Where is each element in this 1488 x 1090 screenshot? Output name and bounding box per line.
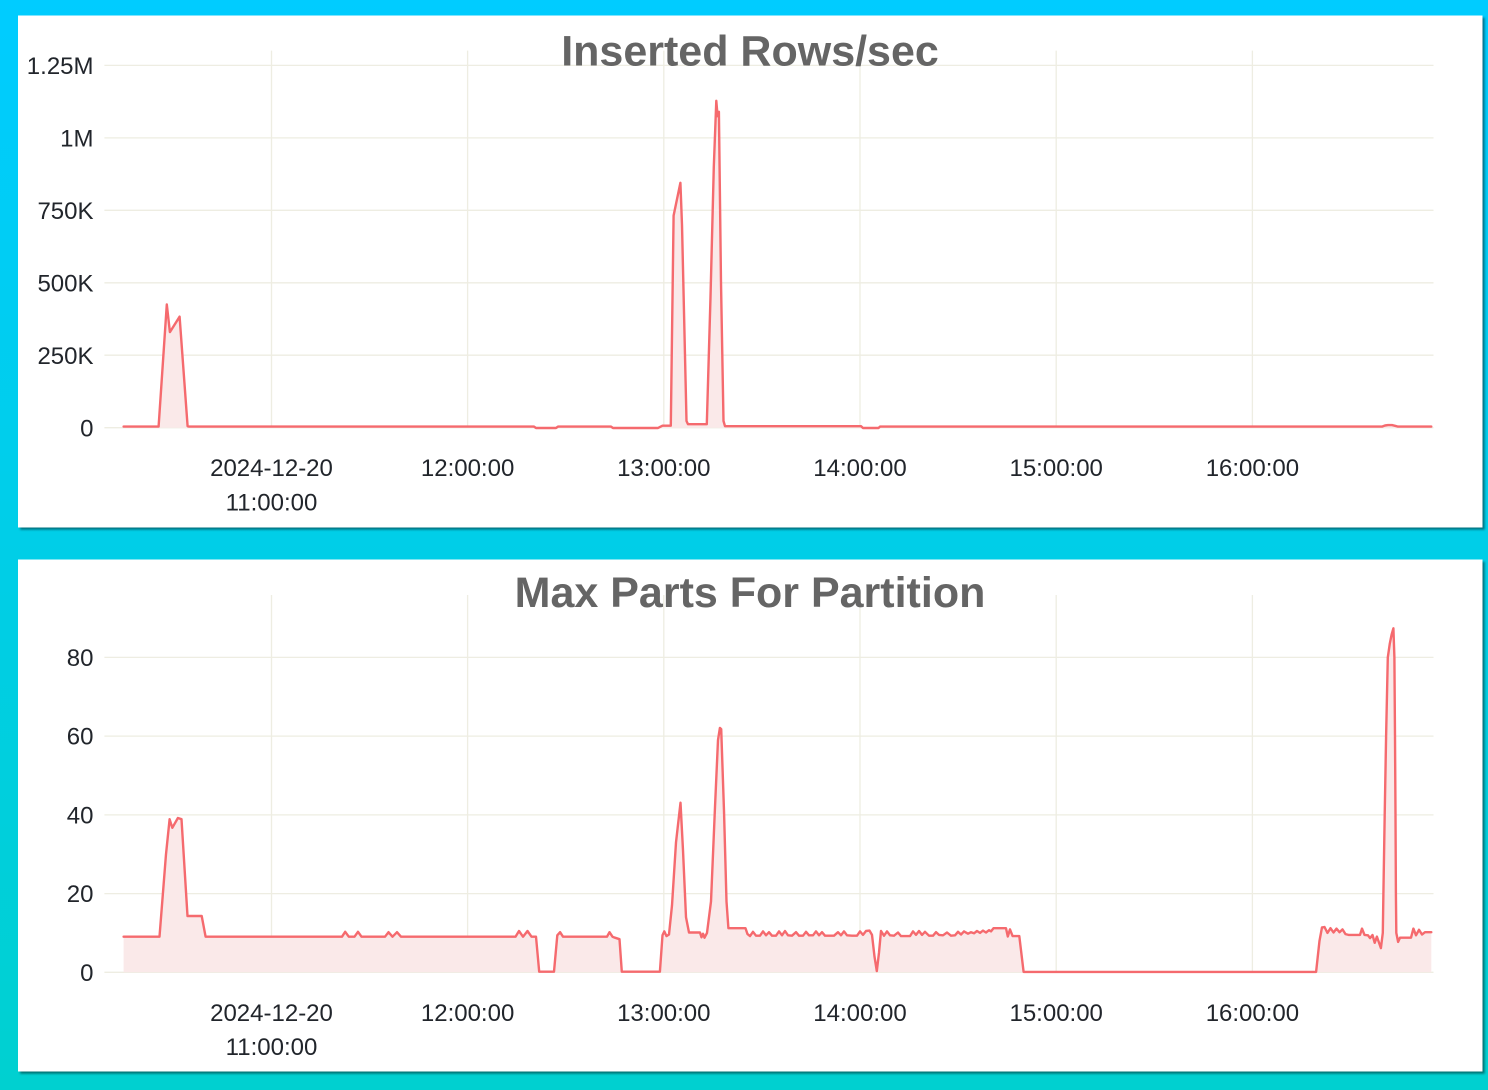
svg-text:20: 20 bbox=[67, 881, 94, 908]
svg-text:80: 80 bbox=[67, 645, 94, 672]
svg-text:750K: 750K bbox=[37, 198, 93, 225]
svg-text:40: 40 bbox=[67, 803, 94, 830]
svg-text:500K: 500K bbox=[37, 270, 93, 297]
svg-text:2024-12-20: 2024-12-20 bbox=[210, 455, 333, 482]
svg-text:1M: 1M bbox=[60, 126, 93, 153]
svg-text:11:00:00: 11:00:00 bbox=[226, 1034, 318, 1061]
svg-text:12:00:00: 12:00:00 bbox=[421, 455, 514, 482]
svg-text:Inserted Rows/sec: Inserted Rows/sec bbox=[561, 27, 939, 75]
svg-text:16:00:00: 16:00:00 bbox=[1206, 455, 1299, 482]
svg-text:16:00:00: 16:00:00 bbox=[1206, 1000, 1299, 1027]
svg-text:0: 0 bbox=[80, 960, 93, 987]
svg-text:15:00:00: 15:00:00 bbox=[1009, 455, 1102, 482]
svg-text:0: 0 bbox=[80, 415, 93, 442]
svg-text:11:00:00: 11:00:00 bbox=[226, 489, 318, 516]
svg-text:2024-12-20: 2024-12-20 bbox=[210, 1000, 333, 1027]
svg-text:1.25M: 1.25M bbox=[27, 53, 94, 80]
svg-text:13:00:00: 13:00:00 bbox=[617, 455, 710, 482]
svg-text:Max Parts For Partition: Max Parts For Partition bbox=[515, 569, 986, 617]
svg-text:13:00:00: 13:00:00 bbox=[617, 1000, 710, 1027]
svg-text:14:00:00: 14:00:00 bbox=[813, 455, 906, 482]
svg-text:15:00:00: 15:00:00 bbox=[1009, 1000, 1102, 1027]
svg-text:14:00:00: 14:00:00 bbox=[813, 1000, 906, 1027]
svg-text:12:00:00: 12:00:00 bbox=[421, 1000, 514, 1027]
svg-text:250K: 250K bbox=[37, 343, 93, 370]
svg-text:60: 60 bbox=[67, 724, 94, 751]
